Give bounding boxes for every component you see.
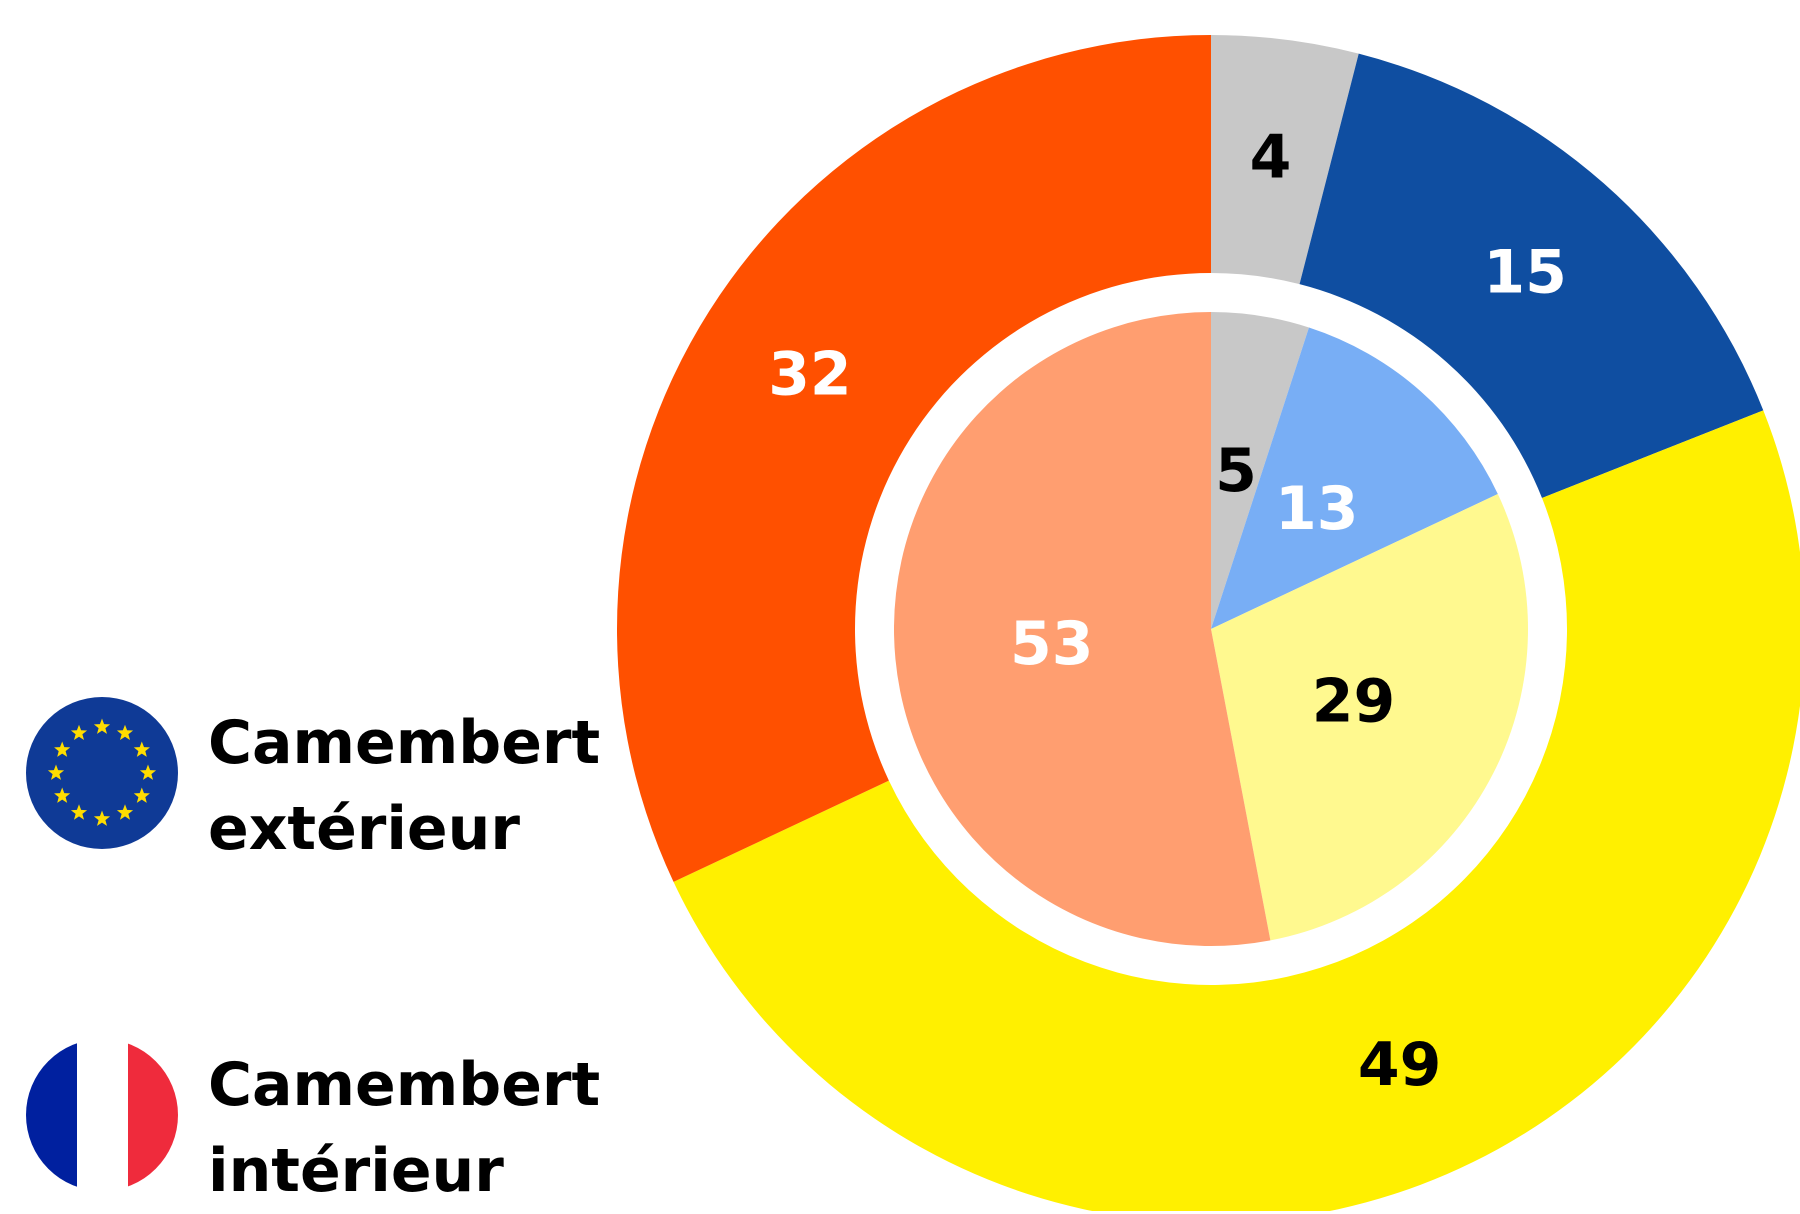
eu-star (139, 764, 157, 780)
fr-red (128, 1039, 178, 1191)
slice (1211, 494, 1529, 941)
eu-stars (47, 718, 157, 826)
slice (1211, 327, 1498, 629)
data-label: 13 (1275, 474, 1359, 544)
eu-star (116, 724, 134, 740)
slice (1299, 53, 1764, 498)
slice (1211, 312, 1309, 629)
fr-white (77, 1039, 128, 1191)
data-label: 5 (1215, 436, 1257, 506)
data-label: 32 (768, 339, 852, 409)
eu-flag (26, 697, 178, 849)
eu-star (54, 741, 71, 757)
eu-star (70, 804, 88, 820)
fr-blue (26, 1039, 77, 1191)
data-label: 4 (1250, 123, 1292, 193)
eu-star (47, 764, 65, 780)
data-label: 49 (1358, 1030, 1442, 1100)
slice (1211, 35, 1359, 285)
slice (673, 410, 1800, 1211)
data-label: 15 (1483, 238, 1567, 308)
eu-star (54, 787, 71, 803)
eu-star (133, 787, 150, 803)
eu-star (133, 741, 150, 757)
legend-inner: Camembert intérieur (208, 1050, 601, 1206)
data-label: 53 (1010, 609, 1094, 679)
slice (894, 312, 1271, 946)
eu-flag-disc (26, 697, 178, 849)
eu-star (116, 804, 134, 820)
eu-star (93, 718, 111, 734)
rings (616, 35, 1800, 1211)
labels: 4 15 49 32 5 13 29 53 (768, 123, 1567, 1100)
data-label: 29 (1312, 667, 1396, 737)
eu-star (93, 810, 111, 826)
slice (616, 35, 1211, 882)
eu-star (70, 724, 88, 740)
legend-outer: Camembert extérieur (208, 708, 601, 864)
fr-flag (26, 1039, 178, 1191)
